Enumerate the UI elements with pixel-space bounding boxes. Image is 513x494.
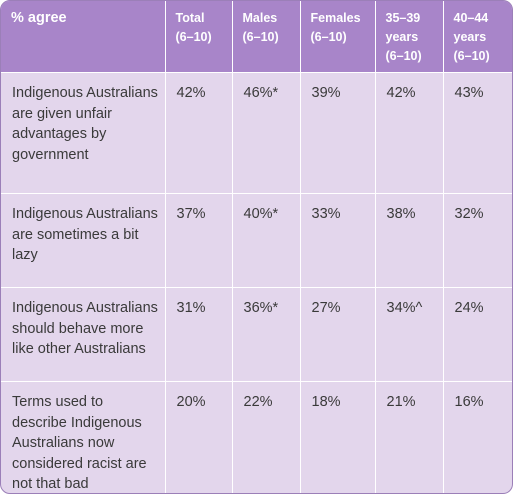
cell-total: 20%	[165, 381, 233, 493]
cell-females: 27%	[300, 287, 376, 382]
cell-females: 39%	[300, 72, 376, 194]
row-label: Terms used to describe Indigenous Austra…	[1, 381, 166, 493]
row-label: Indigenous Australians should behave mor…	[1, 287, 166, 382]
header-total: Total (6–10)	[165, 1, 233, 73]
table-row: Indigenous Australians are given unfair …	[1, 72, 512, 194]
header-females: Females (6–10)	[300, 1, 376, 73]
cell-40-44: 24%	[443, 287, 512, 382]
cell-total: 42%	[165, 72, 233, 194]
cell-total: 31%	[165, 287, 233, 382]
header-percent-agree: % agree	[1, 1, 166, 73]
header-35-39-years: 35–39 years (6–10)	[375, 1, 444, 73]
table-header-row: % agree Total (6–10) Males (6–10) Female…	[1, 1, 512, 73]
cell-females: 18%	[300, 381, 376, 493]
cell-males: 46%*	[232, 72, 301, 194]
header-40-44-years: 40–44 years (6–10)	[443, 1, 512, 73]
cell-35-39: 21%	[375, 381, 444, 493]
cell-males: 36%*	[232, 287, 301, 382]
cell-total: 37%	[165, 193, 233, 288]
cell-40-44: 32%	[443, 193, 512, 288]
cell-males: 22%	[232, 381, 301, 493]
cell-females: 33%	[300, 193, 376, 288]
table-row: Indigenous Australians are sometimes a b…	[1, 193, 512, 288]
table-row: Terms used to describe Indigenous Austra…	[1, 381, 512, 493]
row-label: Indigenous Australians are sometimes a b…	[1, 193, 166, 288]
cell-35-39: 42%	[375, 72, 444, 194]
header-males: Males (6–10)	[232, 1, 301, 73]
cell-40-44: 43%	[443, 72, 512, 194]
cell-35-39: 34%^	[375, 287, 444, 382]
table-row: Indigenous Australians should behave mor…	[1, 287, 512, 382]
cell-males: 40%*	[232, 193, 301, 288]
cell-40-44: 16%	[454, 394, 484, 410]
cell-35-39: 38%	[375, 193, 444, 288]
row-label: Indigenous Australians are given unfair …	[1, 72, 166, 194]
